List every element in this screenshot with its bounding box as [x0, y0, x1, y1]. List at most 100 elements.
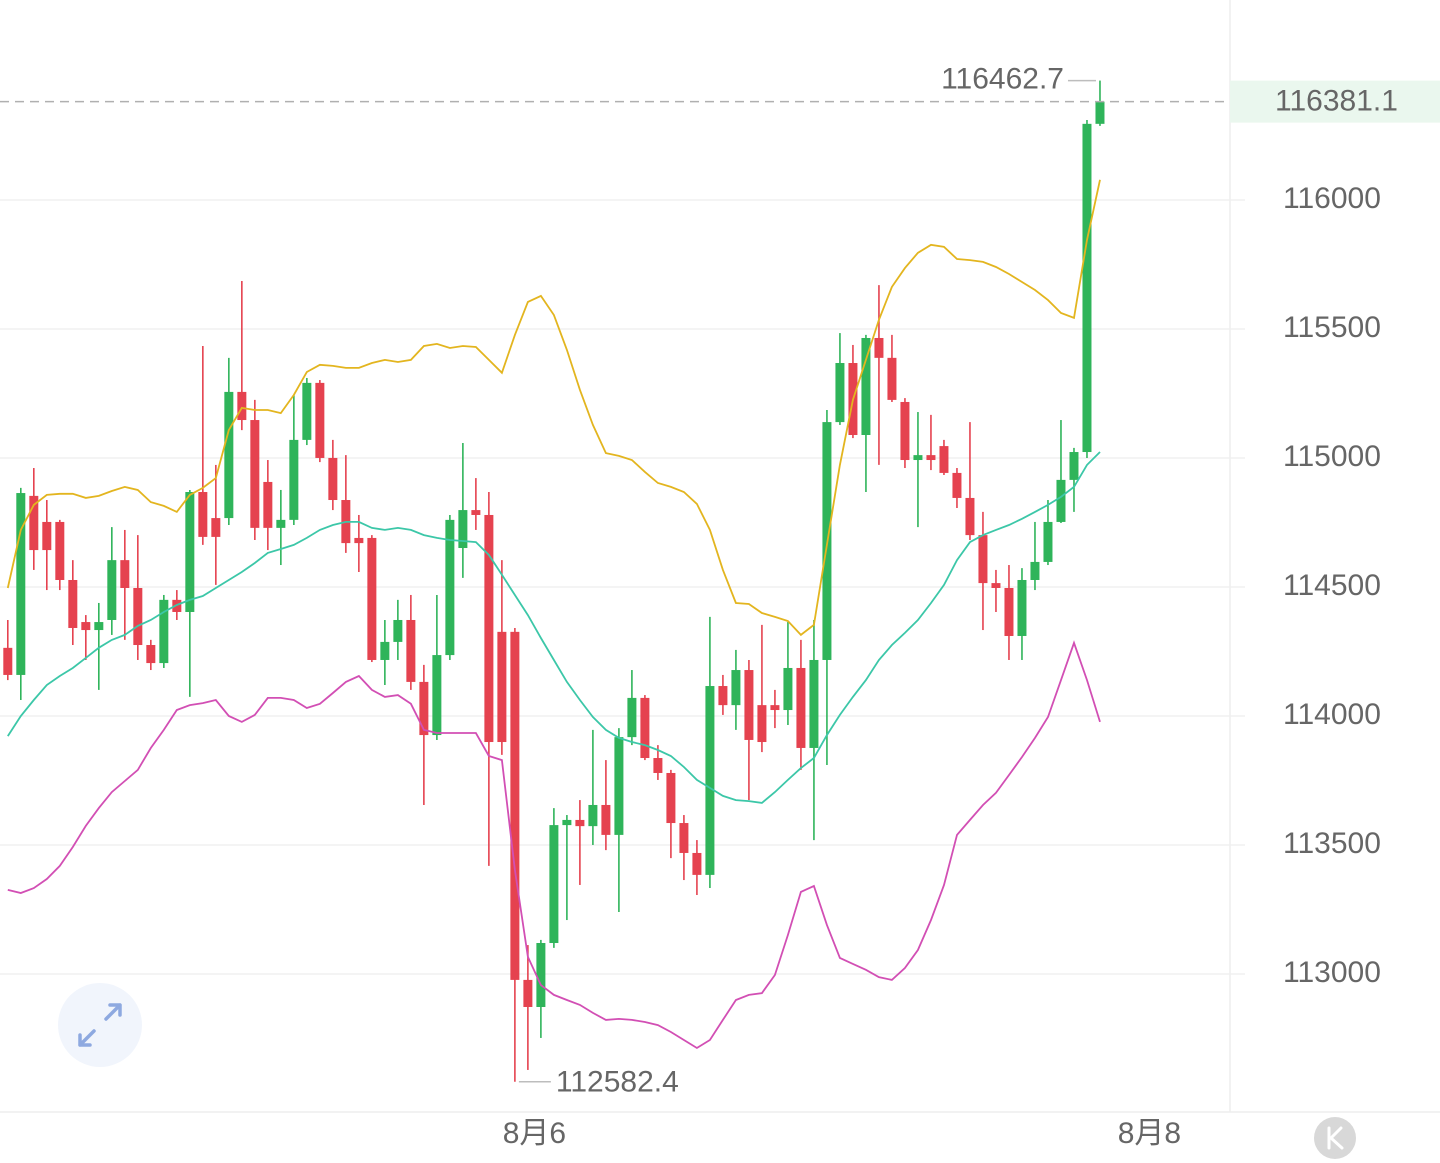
candle-body — [718, 686, 728, 706]
candle-body — [744, 670, 754, 740]
candle-body — [1069, 452, 1079, 480]
indicator-line — [6, 179, 1101, 637]
candle-body — [900, 401, 910, 461]
y-tick-label: 113500 — [1283, 827, 1381, 860]
candle-body — [510, 631, 520, 980]
candle-body — [354, 537, 364, 544]
candle-body — [484, 514, 494, 743]
candle-body — [978, 535, 988, 584]
candle-body — [835, 363, 845, 423]
candle-body — [406, 619, 416, 682]
candle-body — [55, 521, 65, 580]
candle-body — [16, 493, 26, 675]
y-tick-label: 113000 — [1283, 956, 1381, 989]
candle-body — [263, 481, 273, 528]
candle-body — [588, 804, 598, 827]
candle-body — [653, 758, 663, 773]
candle-body — [809, 659, 819, 748]
candle-body — [627, 697, 637, 738]
candle-body — [367, 537, 377, 660]
candle-body — [549, 825, 559, 944]
candle-body — [705, 686, 715, 875]
candle-body — [952, 472, 962, 498]
candle-body — [497, 631, 507, 743]
expand-button[interactable] — [58, 983, 142, 1067]
candle-body — [133, 587, 143, 646]
candle-body — [328, 457, 338, 501]
indicator-line — [7, 451, 1101, 804]
candle-body — [146, 645, 156, 664]
candle-body — [107, 560, 117, 620]
candle-body — [796, 667, 806, 748]
candle-body — [1082, 123, 1092, 453]
candle-body — [1056, 479, 1066, 522]
low-label: 112582.4 — [556, 1066, 679, 1099]
candle-body — [874, 337, 884, 358]
grid — [0, 199, 1245, 975]
candle-body — [42, 521, 52, 551]
candle-body — [731, 670, 741, 706]
candle-body — [1017, 579, 1027, 636]
candle-body — [1004, 587, 1014, 636]
candle-body — [458, 510, 468, 549]
candle-body — [29, 495, 39, 551]
candle-body — [666, 772, 676, 824]
candle-body — [419, 681, 429, 736]
candle-body — [1030, 561, 1040, 580]
candle-body — [575, 819, 585, 827]
candle-body — [68, 579, 78, 628]
candle-body — [315, 382, 325, 458]
last-price-label: 116381.1 — [1275, 85, 1398, 118]
indicator-lines — [6, 179, 1101, 1050]
candle-body — [939, 446, 949, 473]
candle-body — [185, 492, 195, 612]
y-tick-label: 115000 — [1283, 440, 1381, 473]
candle-body — [692, 852, 702, 875]
candle-body — [393, 619, 403, 642]
candle-body — [965, 497, 975, 536]
candle-body — [237, 391, 247, 421]
candle-body — [991, 583, 1001, 588]
candle-body — [81, 622, 91, 631]
candle-body — [250, 420, 260, 528]
kline-button[interactable] — [1314, 1117, 1356, 1159]
last-price-box — [1230, 80, 1440, 123]
candle-body — [757, 705, 767, 743]
candle-body — [198, 492, 208, 537]
candle-body — [1095, 101, 1105, 124]
candle-body — [276, 519, 286, 528]
candle-body — [302, 382, 312, 440]
candle-body — [614, 737, 624, 835]
candle-body — [159, 599, 169, 664]
candle-body — [120, 560, 130, 588]
candle-body — [913, 455, 923, 461]
candle-body — [887, 357, 897, 400]
candle-body — [861, 337, 871, 435]
y-tick-label: 114000 — [1283, 698, 1381, 731]
candle-body — [211, 518, 221, 537]
candle-body — [94, 622, 104, 631]
x-tick-label: 8月6 — [503, 1117, 566, 1150]
candles — [3, 80, 1105, 1082]
candle-body — [601, 804, 611, 835]
y-tick-label: 114500 — [1283, 569, 1381, 602]
candle-body — [3, 647, 13, 675]
y-tick-label: 115500 — [1283, 311, 1381, 344]
candle-body — [770, 705, 780, 711]
candle-body — [380, 641, 390, 660]
candle-body — [536, 943, 546, 1007]
indicator-line — [7, 640, 1101, 1050]
candle-body — [432, 655, 442, 736]
candle-body — [640, 697, 650, 759]
candle-body — [562, 819, 572, 826]
y-tick-label: 116000 — [1283, 182, 1381, 215]
candle-body — [1043, 521, 1053, 562]
candle-body — [289, 439, 299, 520]
labels: 113000 113500 114000 114500 115000 115500 1160… — [0, 62, 1440, 1150]
high-label: 116462.7 — [941, 62, 1064, 95]
candle-body — [523, 979, 533, 1007]
candle-body — [224, 391, 234, 519]
